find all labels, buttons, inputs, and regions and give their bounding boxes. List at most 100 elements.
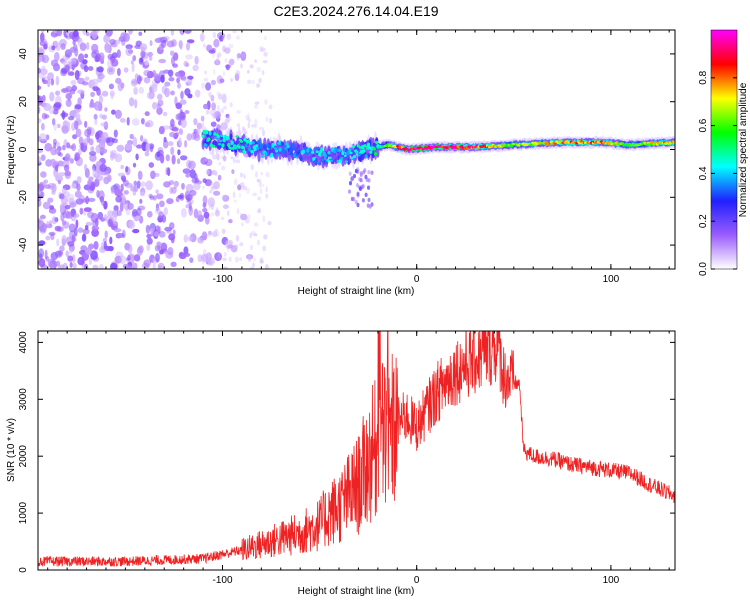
- noise-blob: [256, 66, 261, 73]
- noise-blob: [213, 181, 220, 190]
- noise-blob: [226, 210, 230, 217]
- noise-blob: [265, 186, 268, 193]
- noise-blob: [38, 72, 46, 79]
- noise-blob: [211, 185, 217, 191]
- noise-blob: [228, 240, 234, 246]
- signal-cell: [292, 146, 296, 151]
- noise-blob: [197, 254, 203, 263]
- noise-blob: [188, 205, 193, 216]
- noise-blob: [169, 131, 176, 138]
- noise-blob: [38, 190, 44, 199]
- noise-blob: [230, 156, 234, 160]
- noise-blob: [207, 232, 212, 238]
- noise-blob: [217, 108, 222, 115]
- noise-blob: [75, 128, 82, 138]
- signal-cell: [356, 144, 360, 148]
- noise-blob: [193, 133, 201, 142]
- signal-cell: [326, 158, 330, 162]
- noise-blob: [193, 118, 198, 126]
- noise-blob: [234, 199, 237, 203]
- noise-blob: [221, 165, 226, 171]
- y-tick-label: 0: [18, 146, 29, 152]
- signal-cell: [253, 150, 258, 157]
- noise-blob: [74, 190, 82, 198]
- noise-blob: [148, 56, 153, 61]
- signal-cell: [257, 139, 261, 145]
- noise-blob: [216, 54, 220, 62]
- noise-blob: [186, 133, 193, 141]
- signal-cell: [354, 168, 358, 174]
- noise-blob: [162, 139, 169, 149]
- noise-blob: [77, 227, 84, 234]
- noise-blob: [233, 244, 239, 248]
- noise-blob: [130, 185, 137, 192]
- signal-cell: [274, 149, 279, 153]
- noise-blob: [214, 252, 223, 262]
- noise-blob: [84, 164, 88, 172]
- noise-blob: [114, 109, 122, 120]
- noise-blob: [155, 189, 159, 194]
- noise-blob: [187, 93, 193, 99]
- noise-blob: [170, 30, 175, 36]
- noise-blob: [189, 189, 197, 197]
- signal-cell: [369, 150, 373, 154]
- noise-blob: [168, 77, 175, 82]
- colorbar-tick-label: 0.8: [698, 70, 709, 84]
- signal-cell: [288, 148, 293, 153]
- noise-blob: [84, 263, 89, 269]
- noise-blob: [70, 79, 77, 86]
- signal-cell: [355, 183, 359, 188]
- noise-blob: [65, 250, 70, 258]
- noise-blob: [170, 118, 175, 128]
- noise-blob: [236, 110, 241, 114]
- noise-blob: [44, 114, 50, 119]
- noise-blob: [235, 70, 241, 77]
- noise-blob: [41, 122, 45, 131]
- signal-cell: [359, 178, 363, 183]
- noise-blob: [249, 64, 254, 69]
- noise-blob: [55, 75, 60, 86]
- noise-blob: [194, 89, 201, 98]
- noise-blob: [42, 201, 51, 210]
- signal-cell: [258, 146, 262, 149]
- signal-cell: [203, 143, 207, 147]
- noise-blob: [165, 251, 174, 259]
- signal-cell: [286, 144, 290, 149]
- noise-blob: [63, 139, 68, 148]
- noise-blob: [53, 142, 57, 149]
- noise-blob: [76, 176, 82, 184]
- noise-blob: [88, 151, 97, 156]
- colorbar-tick-label: 0.4: [698, 166, 709, 180]
- noise-blob: [259, 46, 264, 53]
- noise-blob: [117, 68, 121, 76]
- noise-blob: [179, 99, 188, 105]
- noise-blob: [45, 235, 51, 241]
- signal-cell: [356, 169, 360, 174]
- noise-blob: [257, 196, 261, 201]
- noise-blob: [127, 254, 131, 261]
- noise-blob: [95, 144, 102, 154]
- noise-blob: [57, 123, 61, 129]
- signal-cell: [323, 153, 327, 158]
- noise-blob: [84, 53, 88, 59]
- signal-cell: [321, 158, 325, 162]
- noise-blob: [91, 225, 100, 231]
- noise-blob: [85, 195, 89, 205]
- noise-blob: [131, 118, 140, 126]
- noise-blob: [175, 102, 183, 110]
- noise-blob: [165, 154, 170, 162]
- noise-blob: [245, 187, 250, 195]
- noise-blob: [210, 185, 216, 190]
- signal-cell: [348, 189, 351, 194]
- noise-blob: [170, 90, 175, 96]
- noise-blob: [214, 59, 221, 66]
- noise-blob: [226, 245, 230, 253]
- signal-cell: [241, 145, 245, 150]
- noise-blob: [47, 197, 54, 203]
- noise-blob: [163, 136, 167, 143]
- noise-blob: [71, 183, 77, 189]
- noise-blob: [203, 103, 209, 110]
- noise-blob: [139, 215, 144, 224]
- signal-cell: [342, 148, 346, 152]
